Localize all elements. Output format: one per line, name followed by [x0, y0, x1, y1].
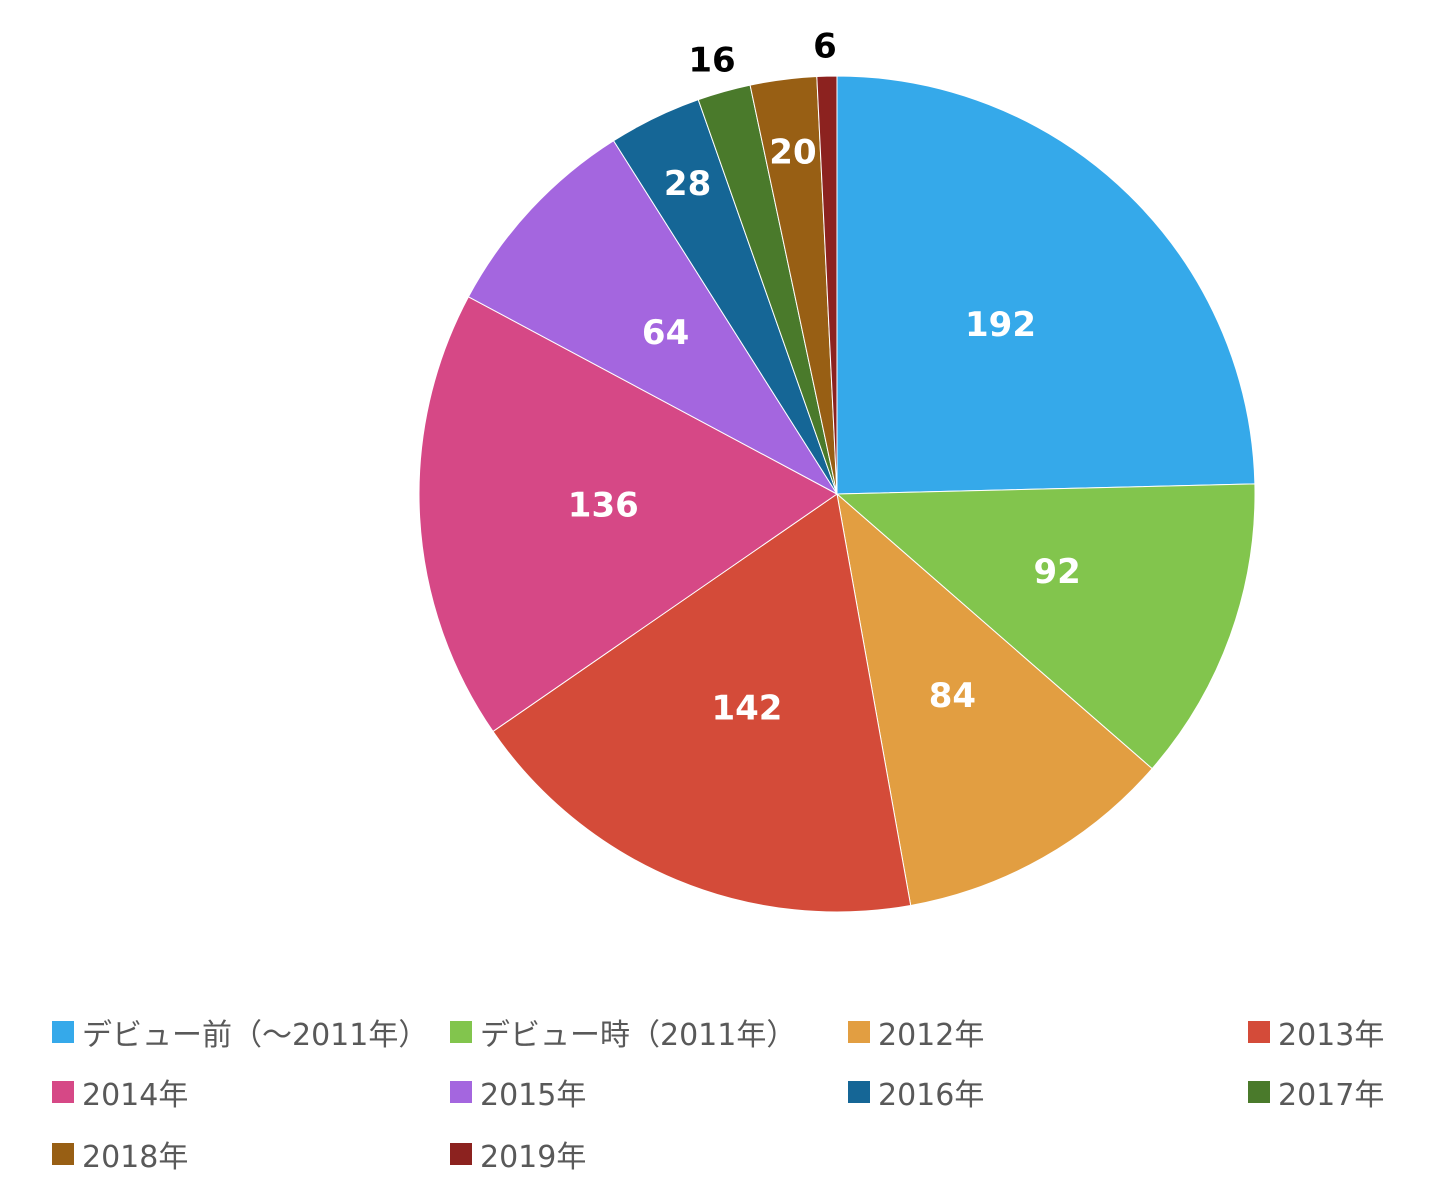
legend-item-0: デビュー前（〜2011年）: [52, 1008, 428, 1056]
legend-label-0: デビュー前（〜2011年）: [82, 1018, 429, 1053]
legend-label-4: 2014年: [82, 1078, 189, 1113]
legend-label-7: 2017年: [1278, 1078, 1385, 1113]
legend-swatch-7: [1248, 1081, 1270, 1103]
legend: デビュー前（〜2011年） デビュー時（2011年） 2012年 2013年 2014年…: [52, 1008, 1432, 1188]
legend-label-3: 2013年: [1278, 1018, 1385, 1053]
pie-slice-9: [816, 75, 838, 495]
legend-swatch-5: [450, 1081, 472, 1103]
legend-swatch-6: [848, 1081, 870, 1103]
legend-item-6: 2016年: [848, 1068, 984, 1116]
pie-slice-0: [836, 75, 1256, 495]
pie-slice-3: [492, 493, 912, 913]
data-label-7: 16: [688, 41, 735, 81]
legend-item-9: 2019年: [450, 1130, 586, 1178]
legend-item-4: 2014年: [52, 1068, 188, 1116]
legend-label-5: 2015年: [480, 1078, 587, 1113]
legend-item-8: 2018年: [52, 1130, 188, 1178]
pie-slice-5: [467, 140, 839, 496]
legend-swatch-8: [52, 1143, 74, 1165]
legend-label-6: 2016年: [878, 1078, 985, 1113]
legend-item-7: 2017年: [1248, 1068, 1384, 1116]
data-label-3: 142: [711, 689, 782, 729]
legend-swatch-3: [1248, 1021, 1270, 1043]
data-label-1: 92: [1034, 552, 1081, 592]
data-label-9: 6: [813, 27, 837, 67]
legend-swatch-0: [52, 1021, 74, 1043]
legend-label-9: 2019年: [480, 1140, 587, 1175]
legend-swatch-4: [52, 1081, 74, 1103]
pie-plot: 192 92 84 142 136 64 28 16 20 6: [418, 27, 1256, 913]
legend-item-1: デビュー時（2011年）: [450, 1008, 796, 1056]
legend-item-3: 2013年: [1248, 1008, 1384, 1056]
legend-swatch-2: [848, 1021, 870, 1043]
data-label-4: 136: [568, 486, 639, 526]
legend-label-2: 2012年: [878, 1018, 985, 1053]
data-label-8: 20: [769, 133, 816, 173]
legend-label-8: 2018年: [82, 1140, 189, 1175]
legend-item-5: 2015年: [450, 1068, 586, 1116]
legend-swatch-9: [450, 1143, 472, 1165]
pie-slice-2: [836, 492, 1153, 907]
data-label-6: 28: [664, 164, 711, 204]
data-label-5: 64: [642, 313, 689, 353]
legend-item-2: 2012年: [848, 1008, 984, 1056]
pie-slice-1: [835, 483, 1256, 770]
data-label-0: 192: [965, 305, 1036, 345]
legend-label-1: デビュー時（2011年）: [480, 1018, 797, 1053]
data-label-2: 84: [929, 676, 976, 716]
pie-slice-4: [418, 296, 838, 733]
legend-swatch-1: [450, 1021, 472, 1043]
